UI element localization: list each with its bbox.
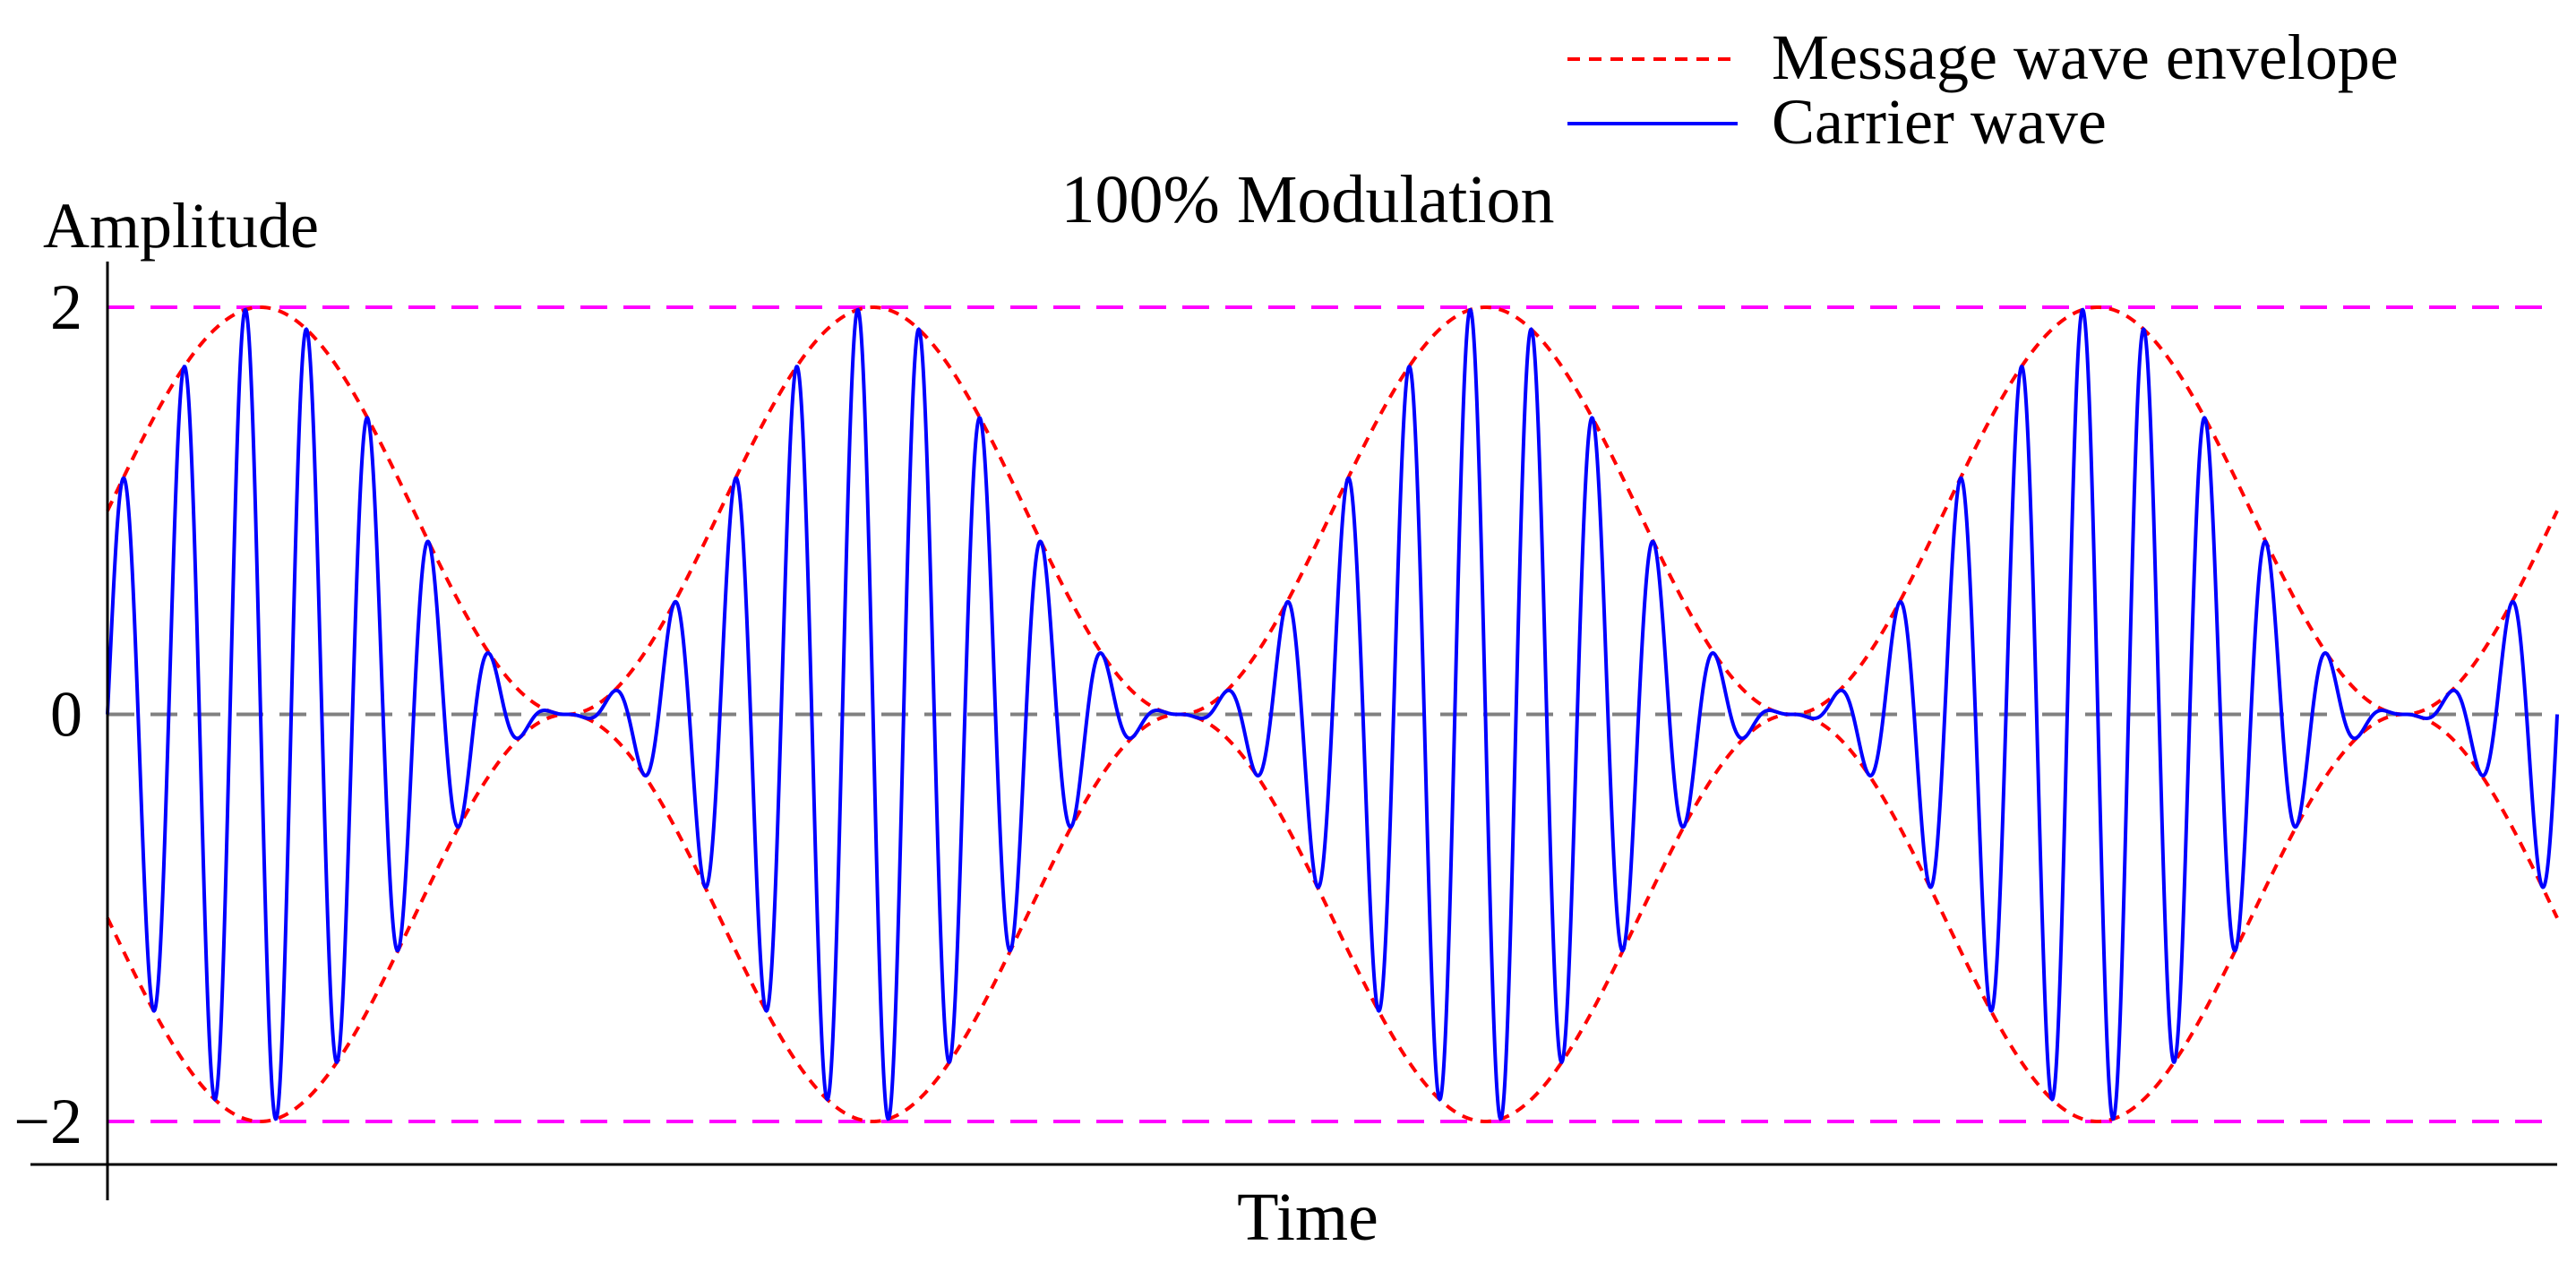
- carrier-layer: [106, 307, 2559, 1121]
- y-tick-label-0: 2: [50, 271, 82, 343]
- y-tick-label-2: −2: [13, 1086, 82, 1157]
- carrier-wave-line: [106, 307, 2559, 1121]
- axes: [30, 262, 2557, 1200]
- y-axis-label: Amplitude: [43, 190, 319, 262]
- y-tick-label-1: 0: [50, 679, 82, 751]
- legend-carrier-label: Carrier wave: [1772, 86, 2107, 158]
- envelope-layer: [106, 305, 2559, 1123]
- envelope-lower-line: [106, 712, 2559, 1123]
- x-axis-label: Time: [1237, 1180, 1378, 1255]
- envelope-upper-line: [106, 305, 2559, 717]
- y-tick-labels: 2 0 −2: [13, 271, 82, 1157]
- chart-title: 100% Modulation: [1061, 162, 1555, 237]
- legend: Message wave envelope Carrier wave: [1567, 21, 2399, 158]
- legend-envelope-label: Message wave envelope: [1772, 21, 2399, 93]
